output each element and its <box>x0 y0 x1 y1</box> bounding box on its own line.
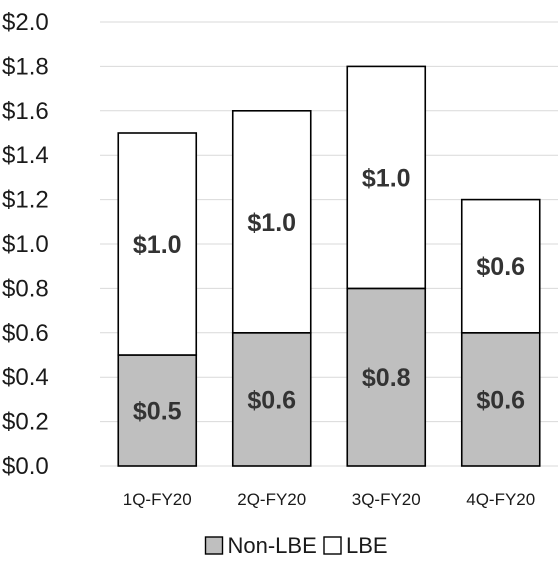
bar-segment-lbe <box>231 110 312 334</box>
bar-segment-lbe <box>117 132 198 356</box>
legend-label: Non-LBE <box>228 533 317 558</box>
y-tick-label: $1.2 <box>2 187 49 214</box>
y-axis: $0.0 $0.2 $0.4 $0.6 $0.8 $1.0 $1.2 $1.4 $1.6 $1.8… <box>2 9 49 480</box>
y-tick-label: $0.8 <box>2 275 49 302</box>
data-label: $0.8 <box>362 364 411 392</box>
y-tick-label: $0.4 <box>2 364 49 391</box>
legend-label: LBE <box>346 533 388 558</box>
x-tick-label: 1Q-FY20 <box>123 490 192 509</box>
y-tick-label: $1.0 <box>2 231 49 258</box>
data-label: $1.0 <box>133 231 182 259</box>
y-tick-label: $0.0 <box>2 453 49 480</box>
data-label: $0.6 <box>476 386 525 414</box>
bar-segment-non-lbe <box>346 287 427 467</box>
data-label: $0.5 <box>133 398 182 426</box>
x-tick-label: 4Q-FY20 <box>466 490 535 509</box>
legend-swatch-lbe <box>323 536 342 555</box>
y-tick-label: $1.8 <box>2 53 49 80</box>
y-tick-label: $0.6 <box>2 320 49 347</box>
bar-segment-lbe <box>460 198 541 334</box>
y-tick-label: $2.0 <box>2 9 49 36</box>
bar-segment-non-lbe <box>231 331 312 467</box>
x-tick-label: 3Q-FY20 <box>352 490 421 509</box>
x-axis: 1Q-FY20 2Q-FY20 3Q-FY20 4Q-FY20 <box>123 490 535 509</box>
y-tick-label: $1.6 <box>2 98 49 125</box>
data-label: $1.0 <box>362 164 411 192</box>
data-label: $0.6 <box>247 386 296 414</box>
data-label: $0.6 <box>476 253 525 281</box>
y-tick-label: $1.4 <box>2 142 49 169</box>
bars: $0.5 $1.0 $0.6 $1.0 $0.8 $1.0 $0.6 $0.6 <box>117 65 541 467</box>
bar-segment-lbe <box>346 65 427 290</box>
legend: Non-LBE LBE <box>204 533 388 558</box>
bar-segment-non-lbe <box>117 354 198 467</box>
x-tick-label: 2Q-FY20 <box>237 490 306 509</box>
legend-swatch-non-lbe <box>204 536 224 555</box>
y-tick-label: $0.2 <box>2 409 49 436</box>
data-label: $1.0 <box>247 209 296 237</box>
